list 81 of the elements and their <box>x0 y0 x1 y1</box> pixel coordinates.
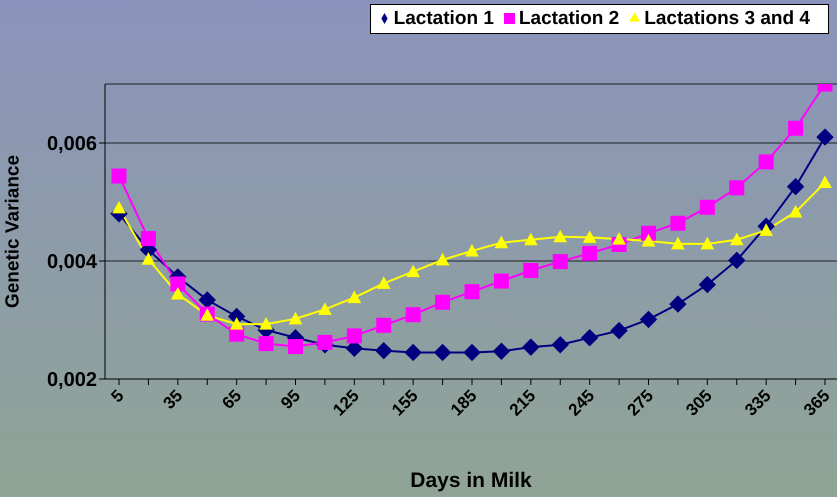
point <box>230 318 244 330</box>
x-tick-label: 5 <box>107 386 128 406</box>
point <box>376 318 392 333</box>
point <box>466 244 478 256</box>
point <box>581 329 598 346</box>
point <box>112 168 126 184</box>
x-tick-label: 185 <box>446 386 480 420</box>
point <box>289 312 302 324</box>
point <box>317 334 332 350</box>
point <box>758 154 774 170</box>
x-tick-label: 365 <box>800 386 834 420</box>
point <box>582 246 598 261</box>
point <box>728 252 746 269</box>
point <box>434 344 452 361</box>
y-tick-label: 0,002 <box>46 369 97 392</box>
point <box>288 339 303 354</box>
point <box>818 176 832 188</box>
legend-label: Lactation 1 <box>394 8 494 29</box>
point <box>404 344 422 361</box>
x-tick-label: 275 <box>623 386 657 420</box>
point <box>552 254 568 270</box>
point <box>464 284 480 300</box>
x-axis-title: Days in Milk <box>410 469 532 492</box>
point <box>140 231 156 246</box>
point <box>524 233 538 246</box>
point <box>406 307 421 322</box>
point <box>612 232 626 245</box>
x-tick-label: 125 <box>329 386 363 420</box>
point <box>554 230 567 242</box>
point <box>112 201 126 214</box>
point <box>787 178 804 196</box>
point <box>318 302 332 315</box>
x-tick-label: 215 <box>506 386 540 420</box>
point <box>788 120 804 136</box>
point <box>464 344 480 361</box>
point <box>435 294 450 310</box>
point <box>671 237 684 250</box>
point <box>523 262 538 278</box>
point <box>698 276 716 294</box>
x-tick-label: 245 <box>564 386 598 420</box>
point <box>346 328 362 344</box>
point <box>760 224 773 236</box>
legend-label: Lactations 3 and 4 <box>644 8 810 29</box>
point <box>670 216 686 231</box>
point <box>170 276 186 292</box>
point <box>436 253 450 266</box>
point <box>700 200 715 215</box>
point <box>610 322 628 340</box>
point <box>700 237 714 250</box>
y-tick-label: 0,004 <box>46 251 98 274</box>
point <box>260 318 273 330</box>
point <box>729 180 744 196</box>
point <box>669 296 686 313</box>
point <box>642 234 655 246</box>
point <box>730 233 744 246</box>
point <box>198 291 216 308</box>
y-tick-label: 0,006 <box>46 133 97 156</box>
point <box>494 274 509 289</box>
point <box>583 230 596 243</box>
x-tick-label: 305 <box>682 386 716 420</box>
y-axis-title: Genetic Variance <box>2 154 24 308</box>
x-tick-label: 335 <box>741 386 775 420</box>
point <box>640 310 657 328</box>
x-tick-label: 155 <box>388 386 422 420</box>
point <box>377 276 390 289</box>
point <box>406 265 420 278</box>
point <box>522 338 540 356</box>
point <box>816 128 834 146</box>
legend-label: Lactation 2 <box>518 8 620 29</box>
point <box>142 252 155 265</box>
x-tick-label: 95 <box>277 386 304 413</box>
point <box>258 336 274 352</box>
point <box>494 236 508 248</box>
x-tick-label: 35 <box>160 386 186 413</box>
point <box>789 206 802 218</box>
x-tick-label: 65 <box>218 386 246 413</box>
point <box>171 288 184 300</box>
point <box>375 342 392 360</box>
point <box>492 342 510 360</box>
point <box>348 291 361 304</box>
point <box>552 336 569 354</box>
